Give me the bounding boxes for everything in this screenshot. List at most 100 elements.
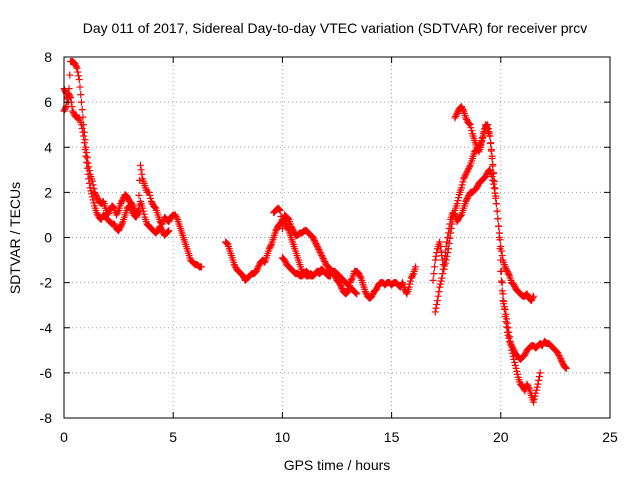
data-point-interp [313, 241, 321, 249]
data-point-interp [443, 238, 451, 246]
data-point-interp [83, 154, 91, 162]
data-point [444, 229, 452, 237]
data-point-interp [561, 363, 569, 371]
data-point-interp [283, 214, 291, 222]
data-point-interp [458, 104, 466, 112]
data-point-interp [494, 215, 502, 223]
data-point-interp [456, 212, 464, 220]
data-point [508, 346, 516, 354]
data-point-interp [275, 205, 283, 213]
data-point-interp [105, 208, 113, 216]
data-point [554, 349, 562, 357]
data-point [110, 220, 118, 228]
data-point-interp [484, 124, 492, 132]
data-point-interp [437, 277, 445, 285]
data-point [490, 184, 498, 192]
data-point-interp [483, 121, 491, 129]
data-point [254, 263, 262, 271]
y-tick-label: 2 [44, 184, 52, 200]
data-point-interp [439, 265, 447, 273]
data-point [372, 285, 380, 293]
data-point-interp [75, 72, 83, 80]
data-point-interp [118, 221, 126, 229]
data-point [239, 272, 247, 280]
data-point-interp [474, 182, 482, 190]
data-point [132, 213, 140, 221]
data-point-interp [89, 196, 97, 204]
data-point-interp [127, 205, 135, 213]
data-point [337, 283, 345, 291]
grid-lines [64, 57, 610, 418]
data-point-interp [310, 235, 318, 243]
data-point-interp [61, 86, 69, 94]
data-point-interp [511, 361, 519, 369]
data-point-interp [317, 250, 325, 258]
data-point [123, 193, 131, 201]
data-point-interp [74, 68, 82, 76]
data-point-interp [489, 162, 497, 170]
data-point-interp [61, 104, 69, 112]
data-point-interp [118, 197, 126, 205]
data-point-interp [432, 252, 440, 260]
data-point-interp [532, 386, 540, 394]
data-point [523, 380, 531, 388]
data-point-interp [441, 262, 449, 270]
data-point [562, 364, 570, 372]
data-point-interp [461, 172, 469, 180]
data-point-interp [533, 383, 541, 391]
data-point [368, 292, 376, 300]
data-point-interp [172, 212, 180, 220]
data-point-interp [69, 109, 77, 117]
data-point-interp [463, 196, 471, 204]
y-axis-label: SDTVAR / TECUs [7, 182, 23, 294]
data-point [158, 227, 166, 235]
data-point-interp [347, 277, 355, 285]
data-point-interp [356, 273, 364, 281]
data-point [462, 114, 470, 122]
data-point-interp [458, 181, 466, 189]
data-point-interp [133, 212, 141, 220]
data-point-interp [441, 249, 449, 257]
data-point-interp [535, 376, 543, 384]
data-point [320, 256, 328, 264]
data-point-interp [487, 139, 495, 147]
data-point [75, 76, 83, 84]
data-point [521, 351, 529, 359]
data-point-interp [76, 83, 84, 91]
data-point [462, 197, 470, 205]
data-point-interp [223, 240, 231, 248]
data-point-interp [493, 207, 501, 215]
data-point-interp [508, 349, 516, 357]
data-point [136, 161, 144, 169]
data-point [412, 263, 420, 271]
data-point-interp [72, 61, 80, 69]
data-point-interp [289, 225, 297, 233]
data-point-interp [433, 300, 441, 308]
data-point-interp [459, 106, 467, 114]
data-point [147, 197, 155, 205]
data-point-interp [139, 207, 147, 215]
data-point-interp [279, 220, 287, 228]
data-point-interp [158, 219, 166, 227]
data-point [477, 141, 485, 149]
data-point [318, 252, 326, 260]
data-point-interp [562, 364, 570, 372]
data-point-interp [436, 280, 444, 288]
data-point [510, 355, 518, 363]
data-point-interp [312, 240, 320, 248]
data-point-interp [506, 337, 514, 345]
data-point [538, 342, 546, 350]
data-point-interp [478, 137, 486, 145]
data-point-interp [459, 178, 467, 186]
data-point-interp [137, 166, 145, 174]
data-point-interp [504, 331, 512, 339]
data-point-interp [104, 209, 112, 217]
data-point-interp [495, 234, 503, 241]
data-point-interp [316, 249, 324, 257]
data-point [536, 369, 544, 377]
data-point [506, 333, 514, 341]
data-point-interp [505, 334, 513, 342]
data-point [128, 206, 136, 214]
data-point [488, 173, 496, 181]
data-point-interp [449, 209, 457, 217]
